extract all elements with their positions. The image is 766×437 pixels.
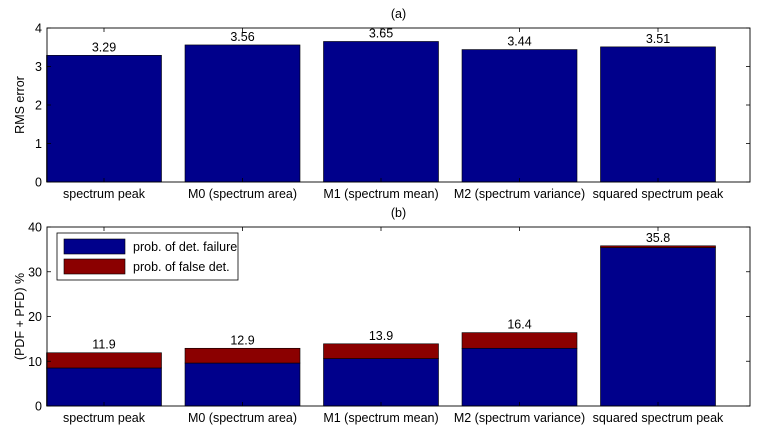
panel-a-value-label-2: 3.65 — [369, 26, 393, 40]
panel-a-y-tick-label-1: 1 — [35, 137, 42, 151]
panel-b-bar-det-failure-4 — [600, 247, 716, 407]
panel-b-bar-det-failure-3 — [461, 347, 578, 407]
panel-b-bar-false-det-4 — [600, 245, 716, 248]
panel-a-x-tick-label-1: M0 (spectrum area) — [188, 187, 297, 201]
panel-b-bar-false-det-1 — [184, 347, 301, 364]
panel-a-x-tick-label-4: squared spectrum peak — [593, 187, 724, 201]
panel-a-value-label-1: 3.56 — [230, 30, 254, 44]
panel-b-x-tick-label-1: M0 (spectrum area) — [188, 411, 297, 425]
panel-a-axes-frame — [46, 27, 751, 183]
panel-a-bar-2 — [323, 41, 439, 183]
panel-b-bar-false-det-3 — [461, 332, 578, 349]
panel-b-y-tick-label-1: 10 — [28, 355, 42, 369]
panel-a-bar-4 — [600, 46, 716, 183]
panel-b-x-tick-label-4: squared spectrum peak — [593, 411, 724, 425]
panel-a-y-tick-label-3: 3 — [35, 60, 42, 74]
panel-b-bar-false-det-2 — [323, 343, 439, 359]
panel-a-panel-label: (a) — [391, 7, 406, 21]
panel-a-x-tick-label-2: M1 (spectrum mean) — [323, 187, 438, 201]
panel-b-total-label-2: 13.9 — [369, 329, 393, 343]
panel-b-panel-label: (b) — [391, 206, 406, 220]
panel-a-value-label-4: 3.51 — [646, 32, 670, 46]
panel-b-x-tick-label-2: M1 (spectrum mean) — [323, 411, 438, 425]
panel-b-x-tick-label-3: M2 (spectrum variance) — [454, 411, 585, 425]
panel-a-value-label-3: 3.44 — [507, 35, 531, 49]
panel-b-y-axis-label: (PDF + PFD) % — [13, 273, 27, 360]
panel-a-bar-0 — [46, 55, 162, 183]
panel-b-y-tick-label-4: 40 — [28, 221, 42, 235]
legend-swatch-det-failure — [63, 238, 126, 255]
panel-b-bar-det-failure-0 — [46, 367, 162, 407]
panel-b-x-tick-label-0: spectrum peak — [63, 411, 146, 425]
panel-a-x-tick-label-3: M2 (spectrum variance) — [454, 187, 585, 201]
panel-b-total-label-3: 16.4 — [507, 318, 531, 332]
panel-a-x-tick-label-0: spectrum peak — [63, 187, 146, 201]
panel-b-total-label-0: 11.9 — [92, 338, 115, 352]
legend-label-det-failure: prob. of det. failure — [133, 240, 237, 254]
panel-a-value-label-0: 3.29 — [92, 40, 116, 54]
panel-b-bar-det-failure-1 — [184, 362, 301, 407]
panel-b-y-tick-label-3: 30 — [28, 265, 42, 279]
panel-b-y-tick-label-0: 0 — [35, 400, 42, 414]
panel-b-total-label-4: 35.8 — [646, 231, 670, 245]
panel-a-y-tick-label-4: 4 — [35, 22, 42, 36]
panel-a-y-tick-label-0: 0 — [35, 176, 42, 190]
panel-a-y-axis-label: RMS error — [13, 76, 27, 134]
legend-label-false-det: prob. of false det. — [133, 260, 230, 274]
panel-b-total-label-1: 12.9 — [230, 333, 254, 347]
panel-a-y-tick-label-2: 2 — [35, 99, 42, 113]
legend-swatch-false-det — [63, 258, 126, 275]
panel-a-bar-3 — [461, 49, 578, 183]
panel-a-bar-1 — [184, 44, 301, 183]
panel-b-bar-det-failure-2 — [323, 358, 439, 407]
panel-b-bar-false-det-0 — [46, 352, 162, 369]
panel-b-y-tick-label-2: 20 — [28, 310, 42, 324]
panel-b-axes-frame — [46, 226, 751, 407]
